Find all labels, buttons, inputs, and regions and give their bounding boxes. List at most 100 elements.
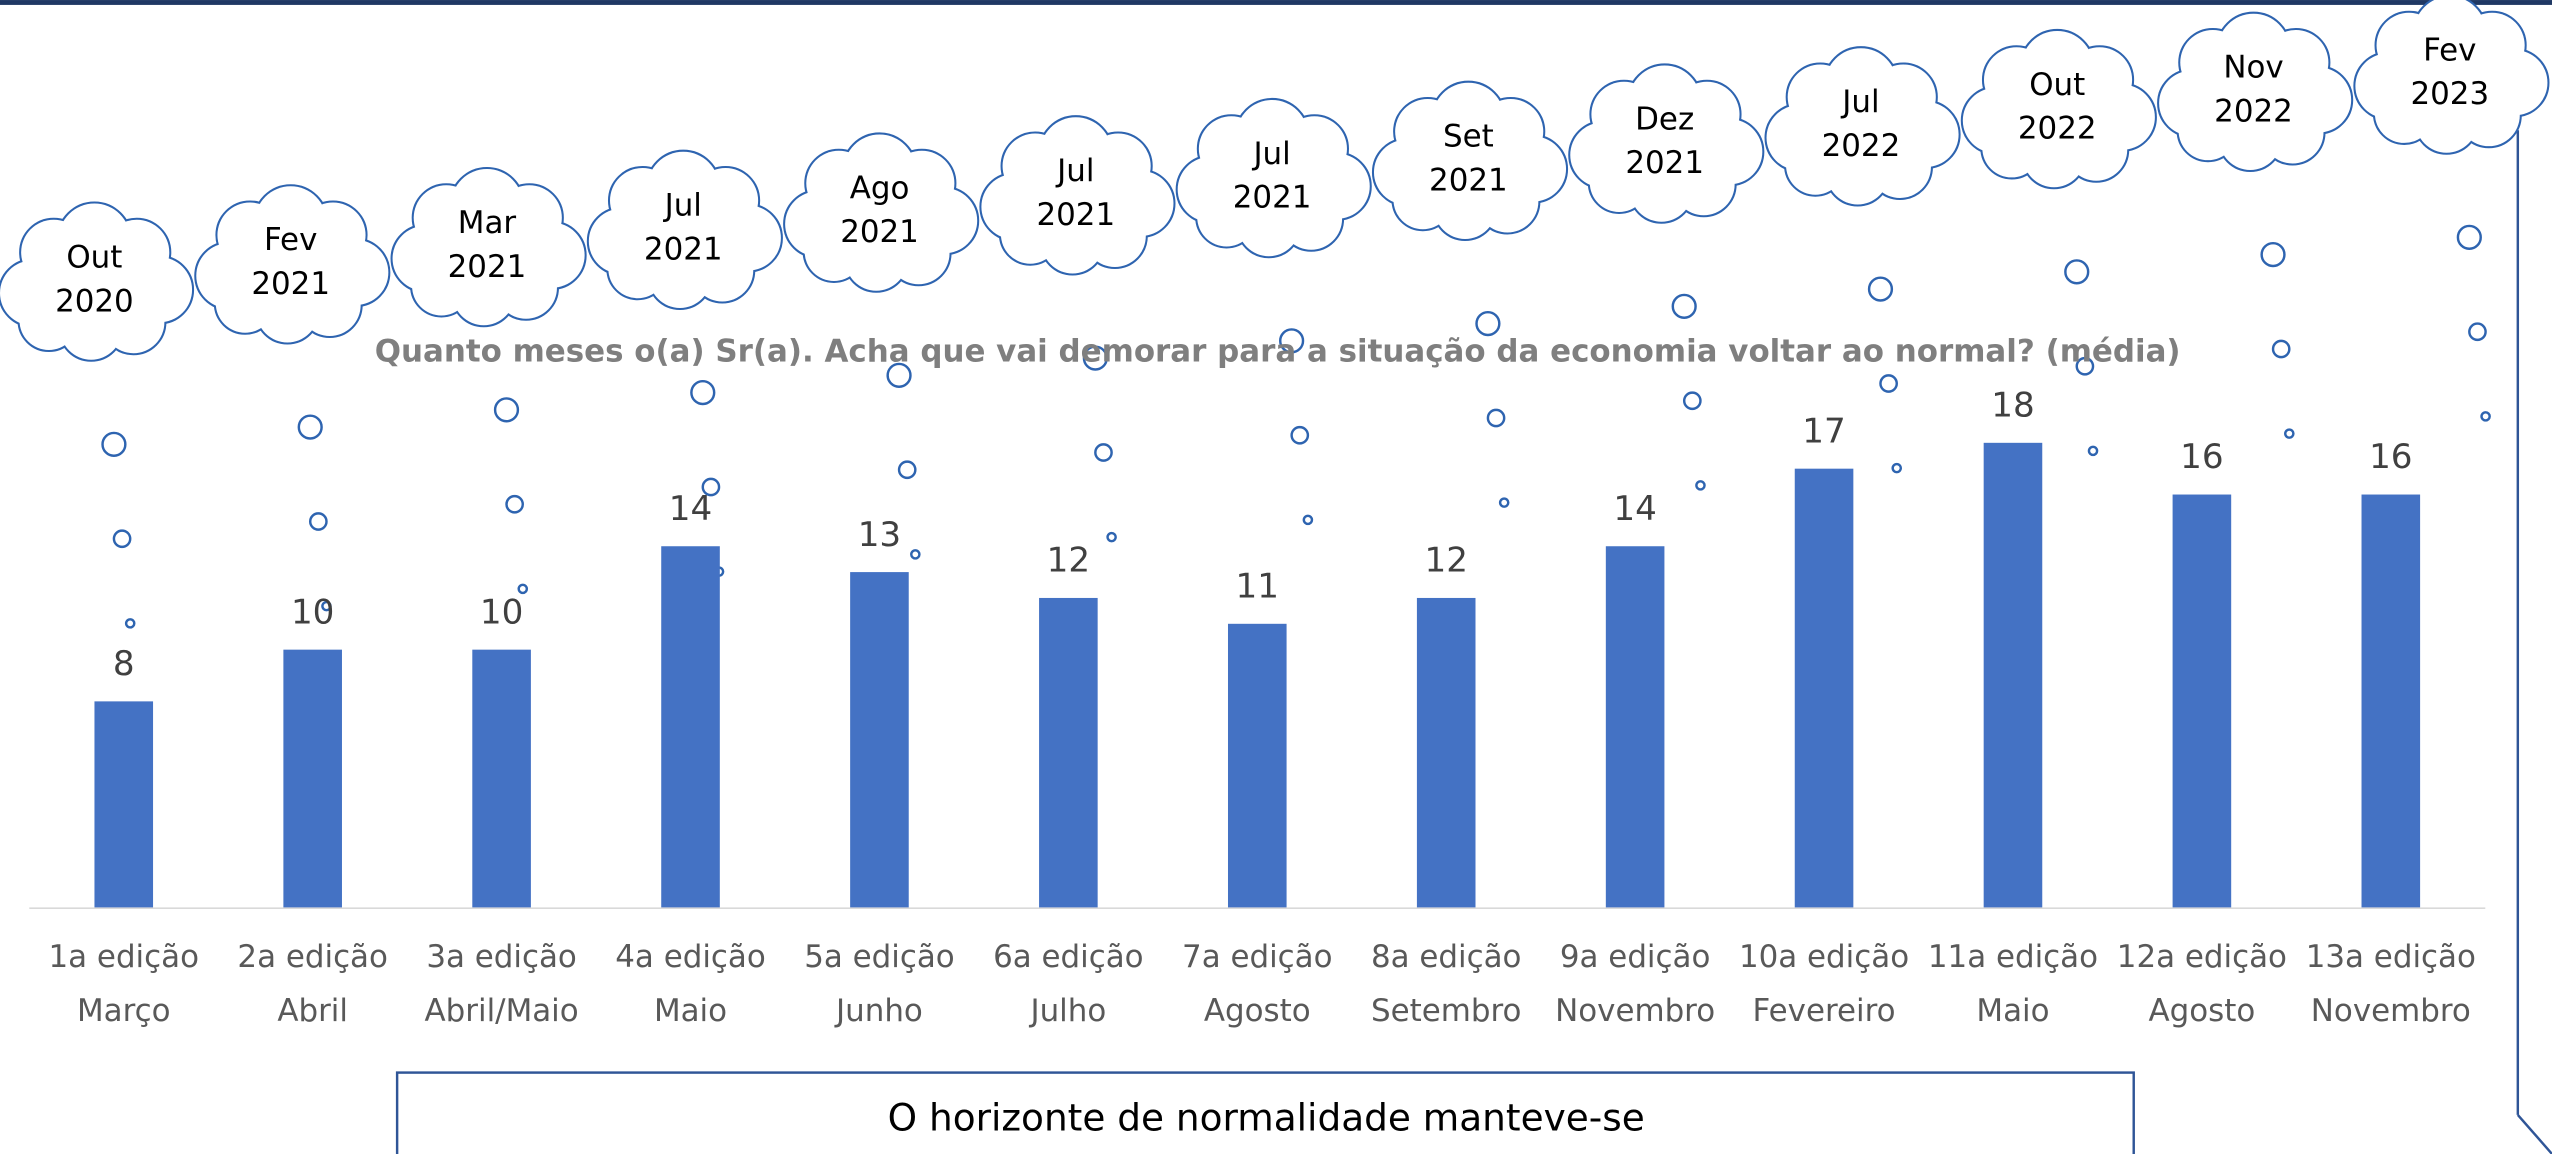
x-tick-label: Maio	[1976, 993, 2049, 1029]
cloud-bubble	[2262, 243, 2285, 266]
cloud-label: Mar	[458, 205, 517, 241]
x-tick-label: 9a edição	[1560, 939, 1710, 975]
x-tick-label: 7a edição	[1182, 939, 1333, 975]
cloud-bubble	[114, 531, 130, 547]
cloud-label: 2023	[2410, 76, 2489, 112]
value-label: 16	[2180, 437, 2223, 477]
cloud-label: Jul	[1840, 84, 1879, 120]
cloud-bubble	[1684, 393, 1700, 409]
cloud-label: 2021	[1429, 162, 1508, 198]
bar	[2173, 495, 2232, 909]
side-line	[2518, 1115, 2552, 1154]
page: {"chart_data": { "type": "bar", "title":…	[0, 0, 2552, 1154]
cloud-label: 2020	[55, 283, 134, 319]
x-tick-label: 8a edição	[1371, 939, 1522, 975]
cloud-label: 2021	[1625, 145, 1704, 181]
cloud-bubble	[1292, 427, 1308, 443]
x-tick-label: Março	[77, 993, 171, 1029]
cloud-bubble	[1500, 499, 1508, 507]
value-label: 14	[669, 489, 712, 529]
value-label: 13	[858, 515, 901, 555]
cloud-bubble	[1673, 295, 1696, 318]
cloud-label: 2021	[448, 249, 527, 285]
x-tick-label: 3a edição	[426, 939, 576, 975]
bar	[472, 650, 531, 909]
cloud-bubble	[1893, 464, 1901, 472]
cloud-label: Dez	[1635, 101, 1694, 137]
x-tick-label: 6a edição	[993, 939, 1144, 975]
cloud-bubble	[899, 462, 915, 478]
x-tick-label: Novembro	[2311, 993, 2471, 1029]
cloud-bubble	[103, 433, 126, 456]
cloud-bubble	[911, 550, 919, 558]
cloud: Jul 2022	[1767, 48, 1959, 472]
cloud-bubble	[1869, 278, 1892, 301]
cloud-label: Fev	[2423, 32, 2476, 68]
value-label: 10	[480, 592, 523, 632]
cloud-label: Fev	[264, 222, 317, 258]
footer-text: O horizonte de normalidade manteve-se	[888, 1095, 1645, 1139]
x-tick-label: 13a edição	[2306, 939, 2476, 975]
cloud-bubble	[1095, 444, 1111, 460]
x-tick-label: Junho	[834, 993, 923, 1029]
value-label: 11	[1236, 566, 1279, 606]
top-border	[0, 0, 2552, 5]
cloud-bubble	[506, 496, 522, 512]
value-label: 16	[2369, 437, 2412, 477]
value-label: 17	[1802, 411, 1845, 451]
cloud: Dez 2021	[1570, 65, 1762, 489]
cloud: Out 2020	[0, 203, 192, 627]
x-tick-label: 4a edição	[615, 939, 766, 975]
cloud-label: 2021	[1233, 180, 1312, 216]
x-tick-label: Julho	[1028, 993, 1106, 1029]
value-label: 8	[113, 644, 135, 684]
x-tick-label: 1a edição	[49, 939, 200, 975]
cloud-label: Jul	[1055, 153, 1094, 189]
cloud: Nov 2022	[2159, 14, 2351, 438]
x-tick-label: Fevereiro	[1753, 993, 1896, 1029]
cloud-bubble	[2065, 260, 2088, 283]
x-tick-label: 12a edição	[2117, 939, 2287, 975]
cloud-bubble	[691, 381, 714, 404]
bar	[1417, 598, 1476, 908]
cloud-bubble	[1696, 481, 1704, 489]
cloud-label: Jul	[1251, 136, 1290, 172]
x-tick-label: Setembro	[1371, 993, 1521, 1029]
cloud-label: Out	[66, 239, 122, 275]
bar	[1228, 624, 1287, 908]
x-tick-label: 11a edição	[1928, 939, 2098, 975]
cloud-label: 2022	[2018, 111, 2097, 147]
x-tick-label: 10a edição	[1739, 939, 1909, 975]
cloud-bubble	[2089, 447, 2097, 455]
cloud-label: 2022	[2214, 93, 2293, 129]
cloud-bubble	[2482, 412, 2490, 420]
x-tick-label: Novembro	[1555, 993, 1715, 1029]
clouds: Out 2020 Fev 2021 Mar 2021 Jul 2021 Ago 2021 Jul 20…	[0, 0, 2547, 627]
x-tick-label: 2a edição	[237, 939, 387, 975]
value-label: 14	[1613, 489, 1656, 529]
value-label: 12	[1424, 541, 1467, 581]
cloud-bubble	[1488, 410, 1504, 426]
bar	[1606, 546, 1665, 908]
cloud-label: Jul	[663, 188, 702, 224]
cloud-label: 2022	[1822, 128, 1901, 164]
cloud-bubble	[299, 416, 322, 439]
cloud: Jul 2021	[1178, 100, 1370, 524]
bar	[1039, 598, 1098, 908]
cloud-label: Nov	[2223, 50, 2283, 86]
cloud-bubble	[2469, 324, 2485, 340]
cloud-label: Ago	[850, 170, 910, 206]
x-tick-label: Agosto	[1204, 993, 1311, 1029]
bar	[1984, 443, 2043, 908]
bar	[2362, 495, 2421, 909]
bar	[661, 546, 720, 908]
bar	[94, 701, 153, 908]
cloud-label: 2021	[840, 214, 919, 250]
x-tick-label: Abril	[277, 993, 348, 1029]
cloud-label: Out	[2029, 67, 2085, 103]
cloud-bubble	[2273, 341, 2289, 357]
cloud-bubble	[1477, 312, 1500, 335]
x-tick-label: 5a edição	[804, 939, 955, 975]
